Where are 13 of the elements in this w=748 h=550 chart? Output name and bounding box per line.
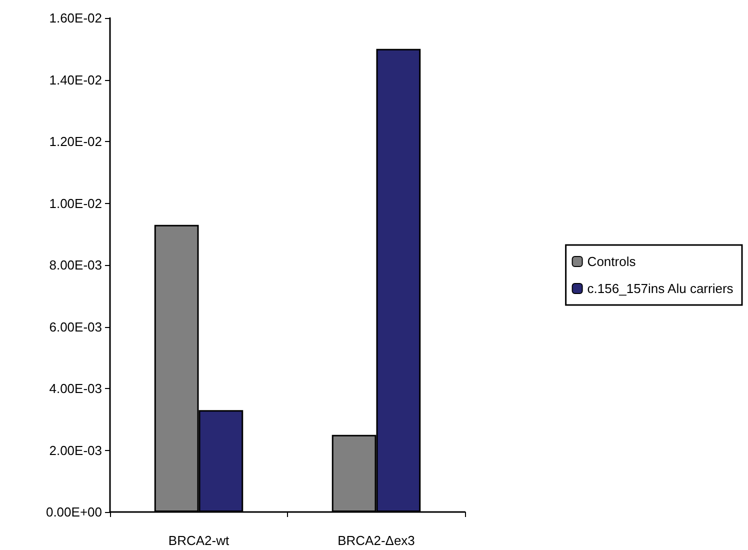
y-tick-label: 4.00E-03 (49, 381, 102, 396)
y-tick-label: 6.00E-03 (49, 319, 102, 334)
legend-label: c.156_157ins Alu carriers (587, 281, 734, 296)
legend-label: Controls (587, 254, 636, 269)
y-tick-label: 1.00E-02 (49, 196, 102, 211)
y-tick-label: 8.00E-03 (49, 258, 102, 272)
x-tick-label: BRCA2-Δex3 (338, 533, 415, 548)
y-tick-label: 2.00E-03 (49, 442, 102, 458)
y-tick-label: 0.00E+00 (46, 504, 102, 520)
y-tick-label: 1.20E-02 (49, 134, 102, 149)
y-tick-label: 1.60E-02 (49, 10, 102, 26)
x-tick-label: BRCA2-wt (168, 533, 230, 548)
y-tick-label: 1.40E-02 (49, 72, 102, 88)
